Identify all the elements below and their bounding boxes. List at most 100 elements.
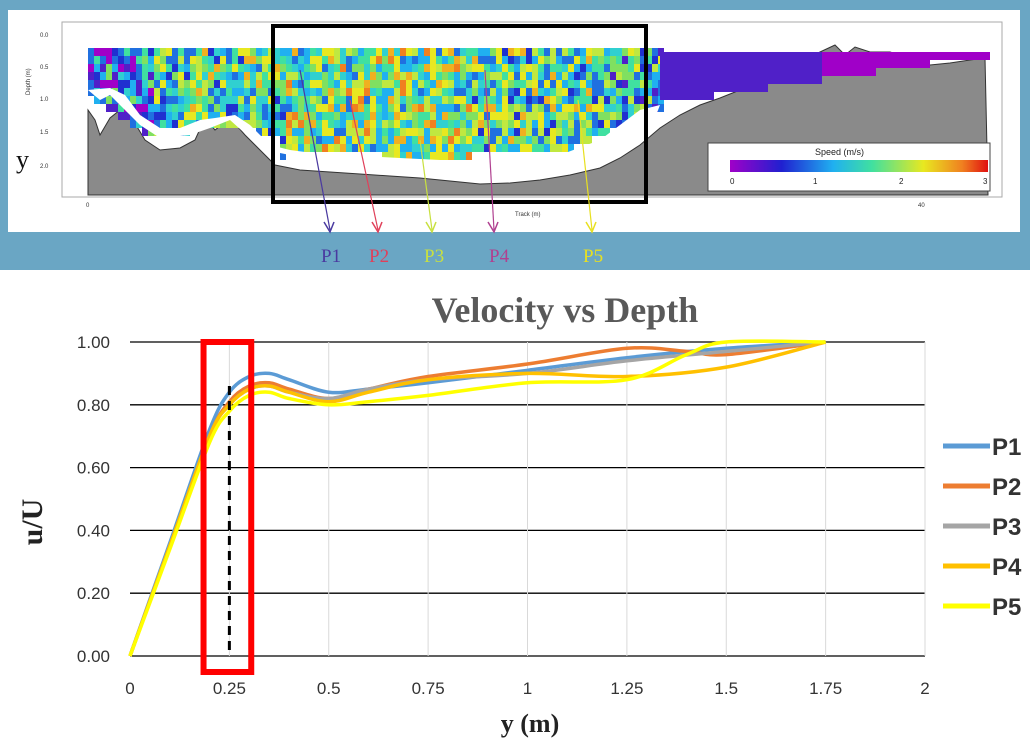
velocity-cell	[652, 56, 658, 64]
velocity-cell	[598, 48, 604, 56]
velocity-cell	[196, 88, 202, 96]
adcp-cross-section: Depth (m) 0.0 0.5 1.0 1.5 2.0 y 0 40 Tra…	[8, 10, 1020, 267]
profile-arrowhead-p1	[323, 221, 335, 234]
velocity-cell	[256, 120, 262, 128]
velocity-cell	[750, 76, 756, 84]
velocity-cell	[840, 60, 846, 68]
velocity-cell	[568, 128, 574, 136]
velocity-cell	[442, 128, 448, 136]
velocity-cell	[406, 120, 412, 128]
velocity-cell	[478, 88, 484, 96]
velocity-cell	[412, 144, 418, 152]
velocity-cell	[556, 112, 562, 120]
velocity-cell	[870, 52, 876, 60]
adcp-below-measurement	[88, 88, 660, 172]
profile-label-p4: P4	[489, 246, 510, 267]
velocity-cell	[316, 144, 322, 152]
velocity-cell	[678, 92, 684, 100]
velocity-cell	[232, 48, 238, 56]
velocity-cell	[214, 72, 220, 80]
velocity-cell	[490, 136, 496, 144]
velocity-cell	[460, 88, 466, 96]
velocity-cell	[280, 144, 286, 152]
velocity-cell	[346, 72, 352, 80]
velocity-cell	[864, 60, 870, 68]
depth-tick: 0.0	[40, 33, 49, 39]
velocity-cell	[412, 48, 418, 56]
velocity-cell	[382, 56, 388, 64]
velocity-cell	[556, 144, 562, 152]
velocity-cell	[610, 88, 616, 96]
velocity-cell	[316, 64, 322, 72]
velocity-cell	[340, 64, 346, 72]
velocity-cell	[292, 144, 298, 152]
velocity-cell	[160, 104, 166, 112]
velocity-cell	[556, 128, 562, 136]
velocity-cell	[448, 72, 454, 80]
velocity-cell	[370, 104, 376, 112]
velocity-cell	[418, 152, 424, 160]
velocity-cell	[436, 112, 442, 120]
velocity-cell	[412, 112, 418, 120]
velocity-cell	[798, 52, 804, 60]
velocity-cell	[286, 48, 292, 56]
velocity-cell	[646, 48, 652, 56]
velocity-cell	[196, 48, 202, 56]
velocity-cell	[544, 128, 550, 136]
velocity-cell	[514, 96, 520, 104]
velocity-cell	[382, 80, 388, 88]
velocity-cell	[610, 80, 616, 88]
velocity-cell	[328, 72, 334, 80]
velocity-cell	[112, 72, 118, 80]
velocity-cell	[304, 64, 310, 72]
velocity-cell	[382, 112, 388, 120]
velocity-cell	[376, 80, 382, 88]
velocity-cell	[610, 64, 616, 72]
velocity-cell	[750, 52, 756, 60]
velocity-cell	[792, 60, 798, 68]
velocity-cell	[250, 96, 256, 104]
velocity-cell	[250, 88, 256, 96]
velocity-cell	[280, 72, 286, 80]
velocity-cell	[322, 136, 328, 144]
velocity-cell	[640, 64, 646, 72]
velocity-cell	[286, 72, 292, 80]
velocity-cell	[568, 88, 574, 96]
velocity-cell	[726, 52, 732, 60]
velocity-cell	[514, 120, 520, 128]
velocity-cell	[442, 136, 448, 144]
velocity-cell	[436, 120, 442, 128]
velocity-cell	[520, 112, 526, 120]
velocity-cell	[604, 64, 610, 72]
velocity-cell	[550, 128, 556, 136]
velocity-cell	[412, 152, 418, 160]
velocity-cell	[744, 76, 750, 84]
velocity-cell	[328, 64, 334, 72]
velocity-cell	[882, 52, 888, 60]
velocity-cell	[622, 72, 628, 80]
velocity-cell	[538, 96, 544, 104]
velocity-cell	[598, 96, 604, 104]
velocity-cell	[172, 88, 178, 96]
depth-axis-label: Depth (m)	[26, 68, 32, 95]
velocity-cell	[382, 152, 388, 160]
velocity-cell	[604, 88, 610, 96]
velocity-cell	[142, 104, 148, 112]
velocity-cell	[172, 48, 178, 56]
velocity-cell	[310, 80, 316, 88]
velocity-cell	[400, 64, 406, 72]
velocity-cell	[798, 60, 804, 68]
velocity-cell	[394, 136, 400, 144]
velocity-cell	[568, 144, 574, 152]
velocity-cell	[804, 76, 810, 84]
velocity-cell	[460, 104, 466, 112]
velocity-cell	[666, 92, 672, 100]
velocity-cell	[514, 80, 520, 88]
velocity-cell	[502, 136, 508, 144]
velocity-cell	[394, 56, 400, 64]
velocity-cell	[628, 88, 634, 96]
velocity-cell	[538, 120, 544, 128]
velocity-cell	[460, 144, 466, 152]
velocity-cell	[726, 60, 732, 68]
velocity-cell	[166, 72, 172, 80]
